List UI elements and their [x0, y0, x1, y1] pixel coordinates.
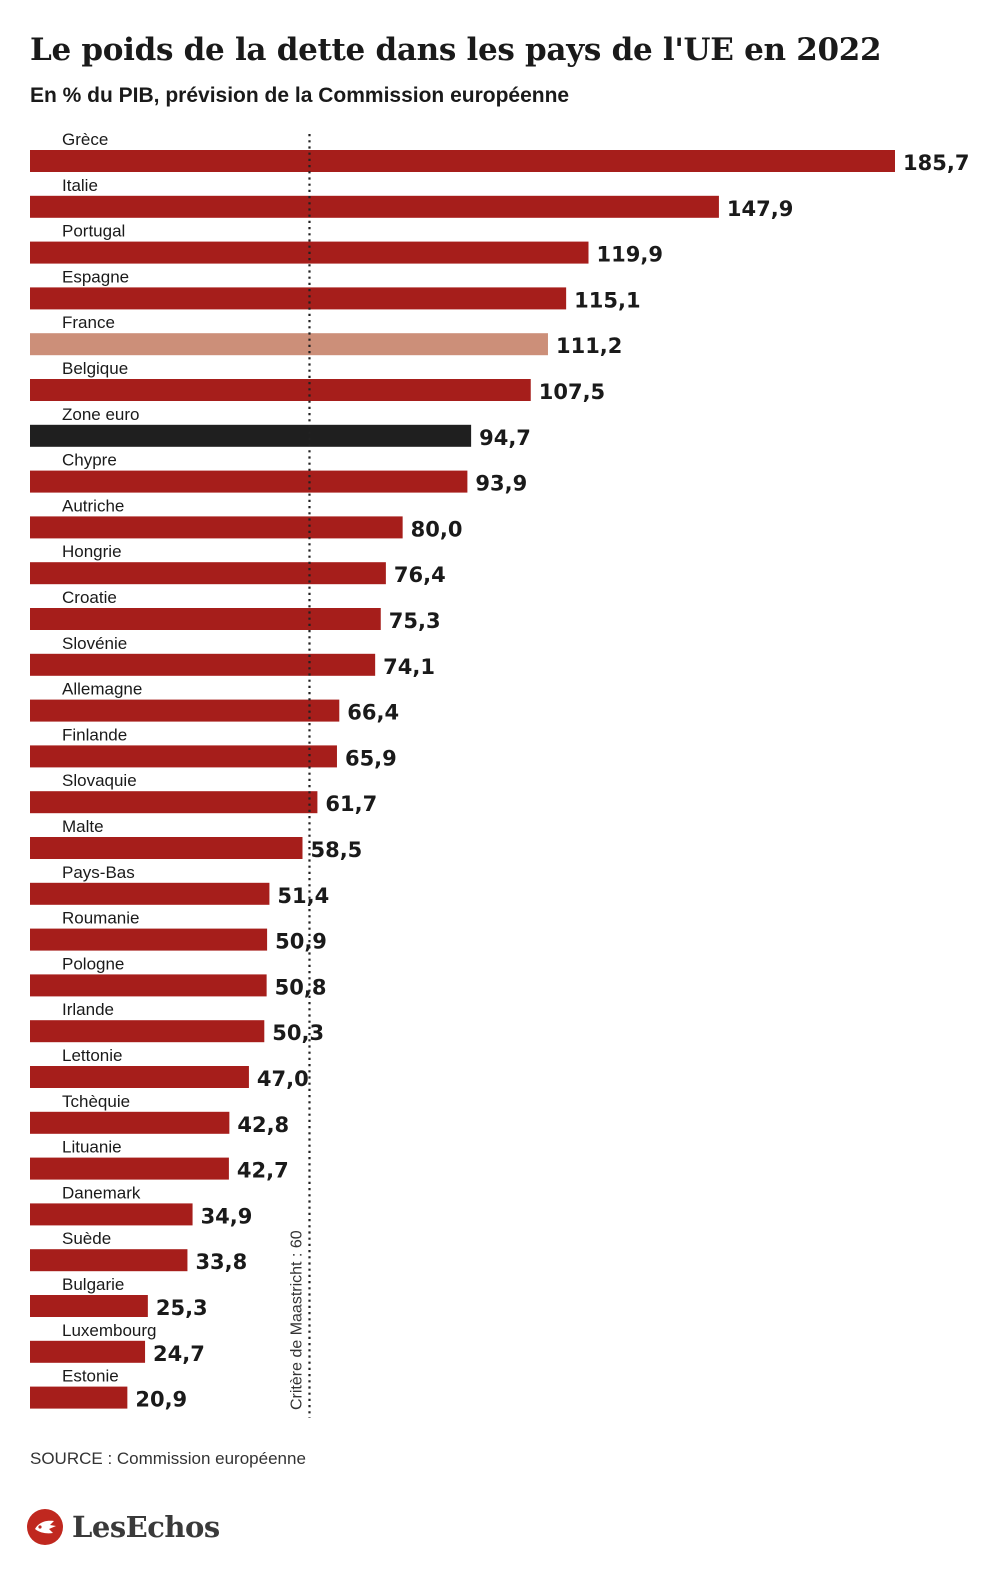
bar: [30, 424, 472, 447]
bar: [30, 882, 270, 905]
category-label: Italie: [62, 176, 98, 195]
value-label: 185,7: [903, 151, 969, 175]
category-label: Autriche: [62, 496, 124, 515]
reference-line-label: Critère de Maastricht : 60: [288, 1230, 305, 1410]
category-label: Pologne: [62, 954, 124, 973]
category-label: Suède: [62, 1229, 111, 1248]
value-label: 25,3: [156, 1296, 208, 1320]
category-label: Estonie: [62, 1367, 119, 1386]
value-label: 65,9: [345, 746, 397, 770]
value-label: 42,8: [237, 1113, 289, 1137]
category-label: Pays-Bas: [62, 863, 135, 882]
category-label: France: [62, 313, 115, 332]
bar: [30, 745, 337, 768]
category-label: Finlande: [62, 725, 127, 744]
source-note: SOURCE : Commission européenne: [30, 1449, 306, 1468]
value-label: 61,7: [325, 792, 377, 816]
bar: [30, 837, 303, 859]
category-label: Malte: [62, 817, 104, 836]
chart-subtitle: En % du PIB, prévision de la Commission …: [30, 84, 570, 107]
bar: [30, 699, 340, 722]
value-label: 93,9: [475, 472, 527, 496]
bar: [30, 791, 318, 814]
bar: [30, 1203, 193, 1226]
les-echos-emblem-icon: [27, 1509, 63, 1545]
value-label: 80,0: [411, 517, 463, 541]
bar: [30, 150, 895, 172]
category-label: Bulgarie: [62, 1275, 124, 1294]
value-label: 50,8: [275, 975, 327, 999]
category-label: Croatie: [62, 588, 117, 607]
value-label: 51,4: [277, 884, 329, 908]
category-label: Slovénie: [62, 634, 127, 653]
value-label: 111,2: [556, 334, 622, 358]
category-label: Lituanie: [62, 1138, 122, 1157]
bar: [30, 928, 268, 951]
bar: [30, 287, 567, 310]
value-label: 58,5: [310, 838, 362, 862]
bar: [30, 333, 548, 356]
category-label: Espagne: [62, 267, 129, 286]
value-label: 34,9: [201, 1204, 253, 1228]
value-label: 66,4: [347, 701, 399, 725]
bar: [30, 608, 381, 630]
les-echos-logo[interactable]: LesEchos: [26, 1508, 220, 1546]
value-label: 75,3: [389, 609, 441, 633]
category-label: Luxembourg: [62, 1321, 157, 1340]
bar: [30, 1066, 249, 1088]
value-label: 24,7: [153, 1342, 205, 1366]
value-label: 76,4: [394, 563, 446, 587]
bar: [30, 379, 531, 401]
category-label: Allemagne: [62, 680, 142, 699]
value-label: 20,9: [135, 1388, 187, 1412]
value-label: 94,7: [479, 426, 531, 450]
category-label: Lettonie: [62, 1046, 123, 1065]
category-label: Belgique: [62, 359, 128, 378]
category-label: Chypre: [62, 451, 117, 470]
value-label: 33,8: [195, 1250, 247, 1274]
category-label: Danemark: [62, 1183, 141, 1202]
value-label: 47,0: [257, 1067, 309, 1091]
bar: [30, 470, 468, 493]
category-label: Slovaquie: [62, 771, 137, 790]
bar: [30, 516, 403, 539]
bar: [30, 1249, 188, 1272]
bar: [30, 1386, 128, 1409]
bar: [30, 1157, 229, 1180]
bar: [30, 653, 376, 676]
logo-wordmark: LesEchos: [72, 1510, 220, 1544]
category-label: Zone euro: [62, 405, 140, 424]
bar: [30, 1295, 148, 1317]
bar: [30, 1111, 230, 1134]
bar: [30, 195, 719, 218]
value-label: 50,3: [272, 1021, 324, 1045]
category-label: Hongrie: [62, 542, 122, 561]
value-label: 50,9: [275, 930, 327, 954]
chart-title: Le poids de la dette dans les pays de l'…: [30, 32, 882, 68]
category-label: Tchèquie: [62, 1092, 130, 1111]
category-label: Irlande: [62, 1000, 114, 1019]
value-label: 74,1: [383, 655, 435, 679]
value-label: 107,5: [539, 380, 605, 404]
value-label: 115,1: [574, 288, 640, 312]
category-label: Grèce: [62, 130, 108, 149]
bar: [30, 1020, 265, 1043]
value-label: 119,9: [597, 243, 663, 267]
category-label: Portugal: [62, 222, 125, 241]
bar: [30, 1340, 146, 1363]
bar: [30, 562, 386, 585]
value-label: 147,9: [727, 197, 793, 221]
value-label: 42,7: [237, 1159, 289, 1183]
bar-chart: Grèce 185,7 Italie 147,9 Portugal 119,9 Espagn…: [30, 130, 969, 1418]
bar: [30, 974, 267, 997]
category-label: Roumanie: [62, 909, 140, 928]
